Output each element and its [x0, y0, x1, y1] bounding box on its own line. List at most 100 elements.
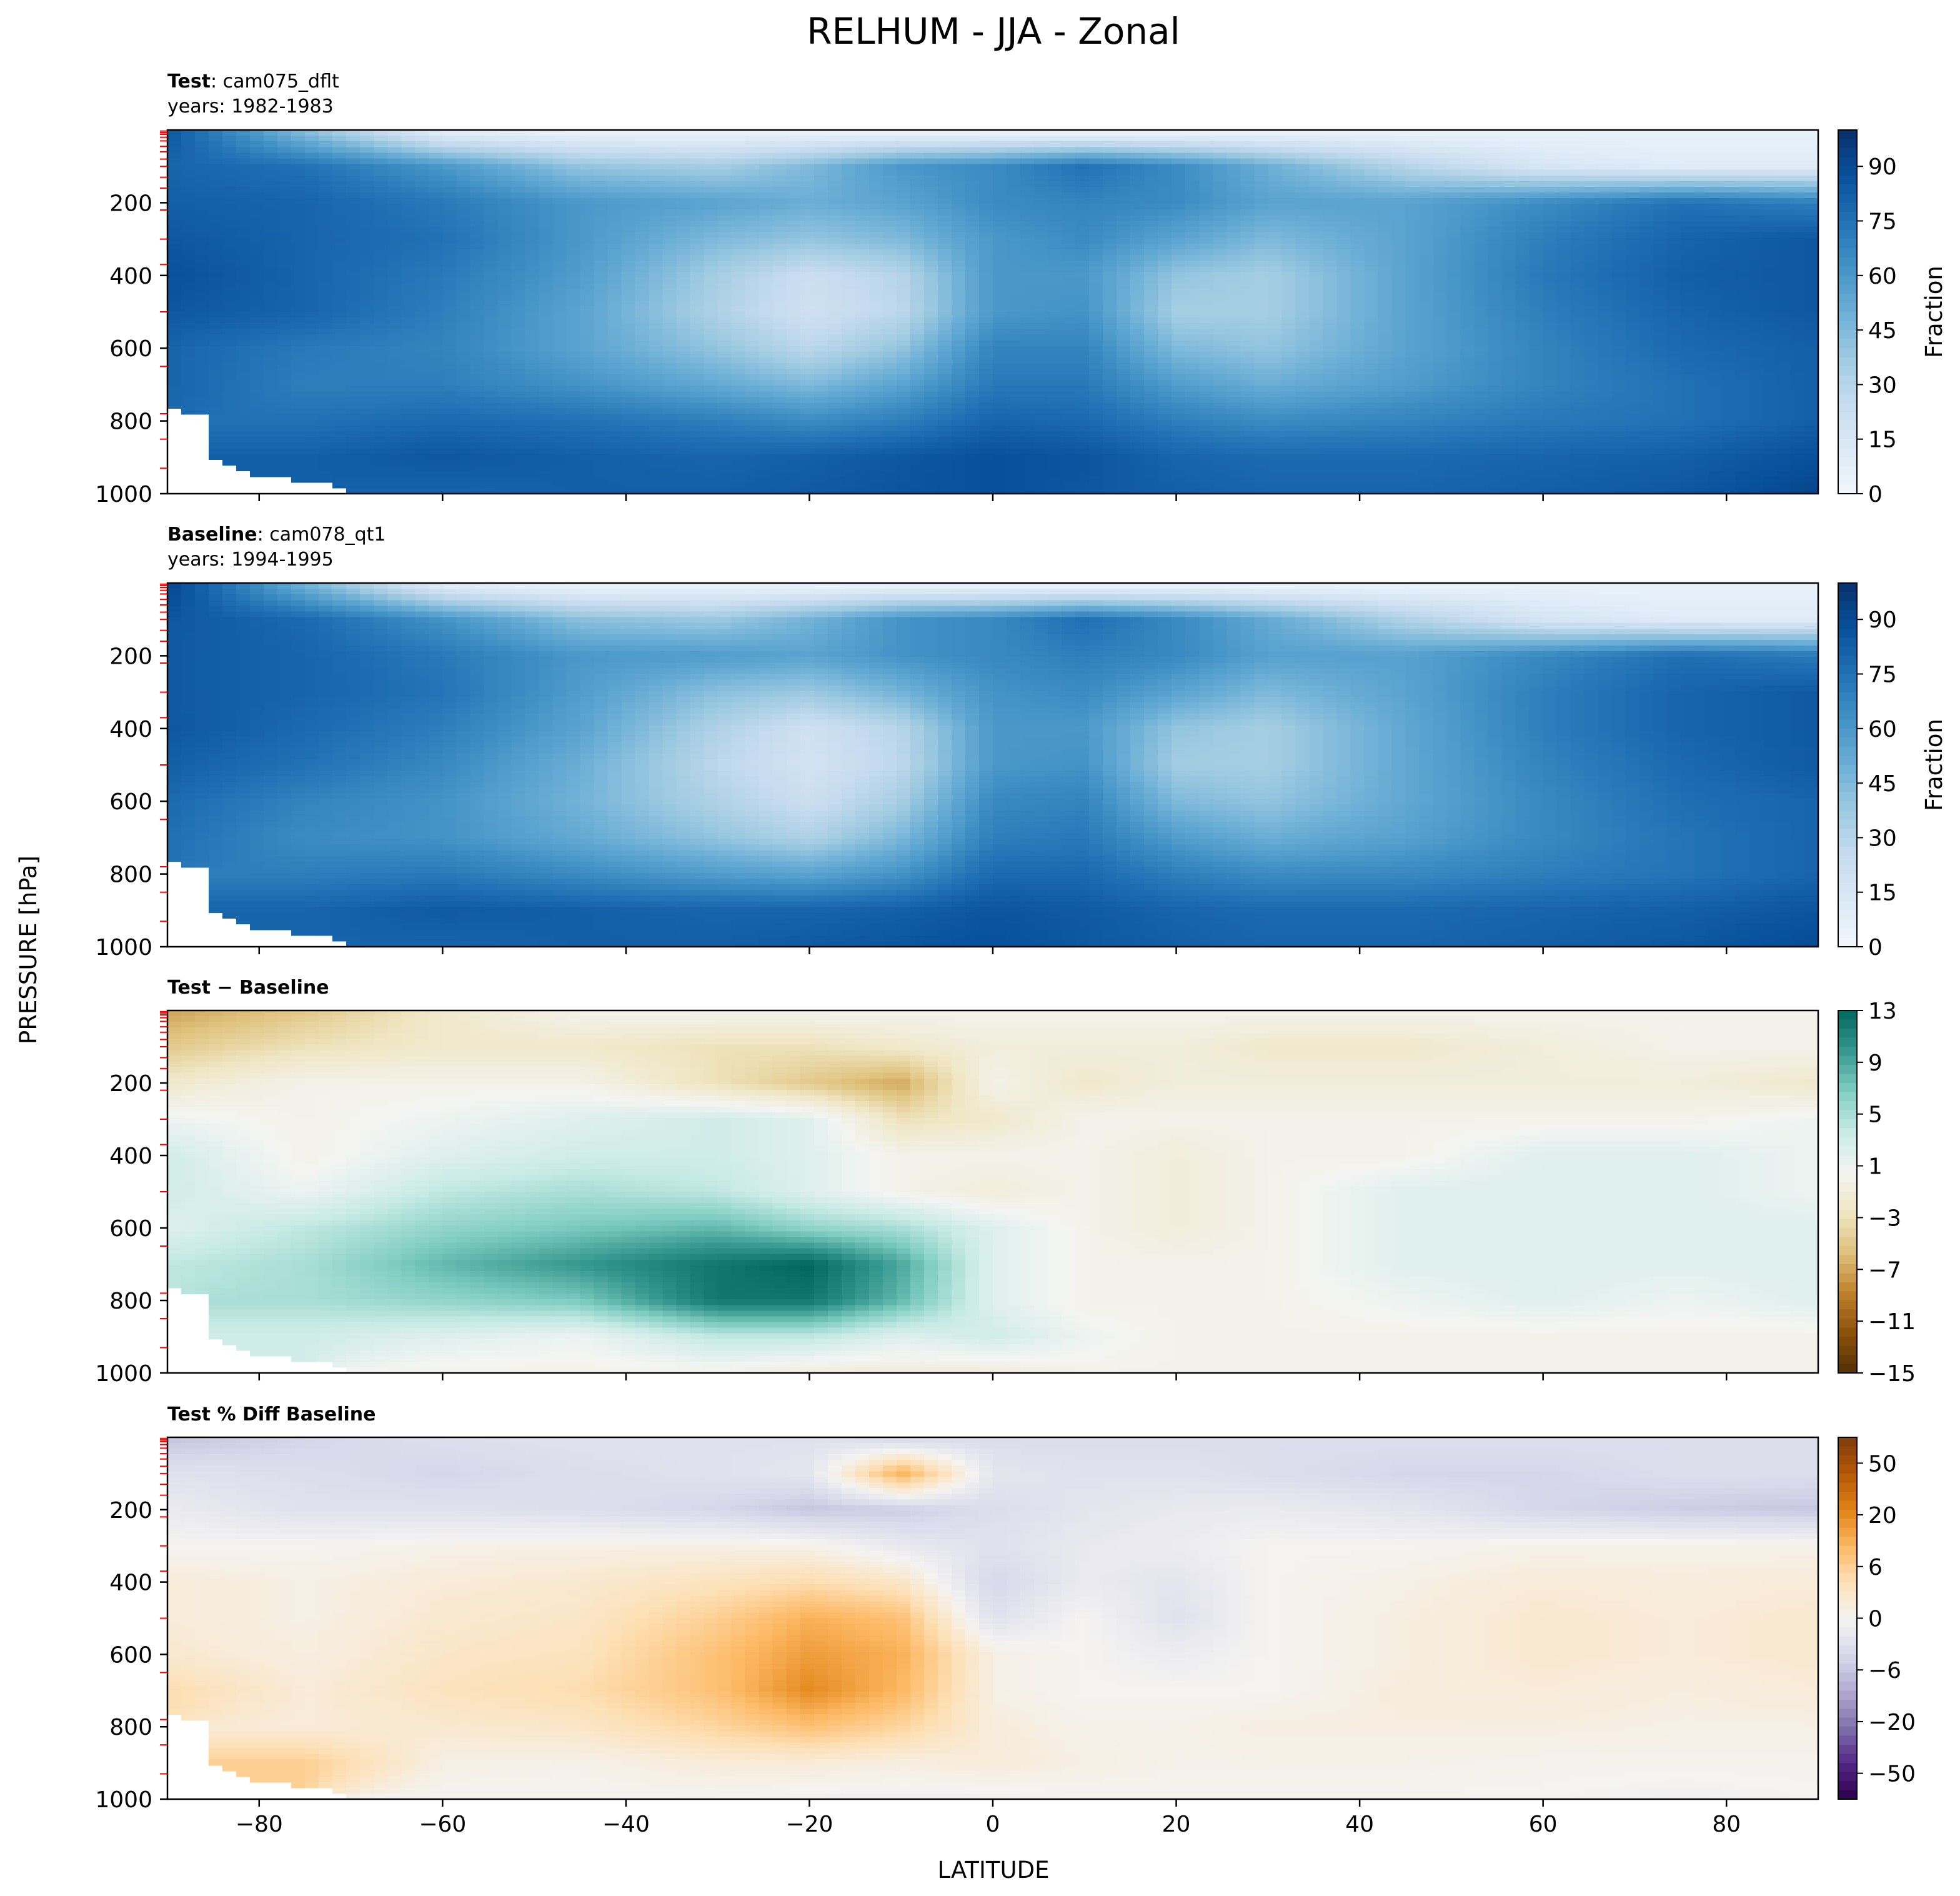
heatmap-cell [924, 312, 938, 318]
heatmap-cell [415, 363, 429, 369]
heatmap-cell [1626, 357, 1640, 364]
heatmap-cell [1295, 159, 1310, 165]
heatmap-cell [332, 312, 347, 318]
heatmap-cell [277, 341, 292, 347]
heatmap-cell [1653, 204, 1668, 210]
heatmap-cell [1516, 159, 1530, 165]
heatmap-cell [319, 306, 333, 312]
heatmap-cell [1364, 147, 1378, 153]
heatmap-cell [291, 295, 306, 301]
heatmap-cell [497, 363, 512, 369]
heatmap-cell [690, 187, 705, 193]
heatmap-cell [745, 301, 760, 307]
heatmap-cell [1584, 346, 1599, 352]
heatmap-cell [1392, 341, 1406, 347]
heatmap-cell [938, 323, 952, 329]
heatmap-cell [415, 130, 429, 136]
heatmap-cell [1103, 238, 1117, 244]
heatmap-cell [1172, 266, 1186, 272]
heatmap-cell [346, 192, 361, 199]
heatmap-cell [387, 317, 402, 324]
heatmap-cell [1475, 266, 1489, 272]
heatmap-cell [622, 147, 636, 153]
heatmap-cell [677, 136, 691, 142]
heatmap-cell [1281, 306, 1296, 312]
heatmap-cell [1034, 238, 1048, 244]
heatmap-cell [1323, 249, 1337, 256]
heatmap-cell [1708, 289, 1723, 296]
heatmap-cell [1281, 357, 1296, 364]
heatmap-cell [1281, 170, 1296, 176]
heatmap-cell [1557, 227, 1571, 233]
heatmap-cell [415, 272, 429, 278]
heatmap-cell [690, 170, 705, 176]
heatmap-cell [1461, 221, 1475, 227]
heatmap-cell [250, 136, 264, 142]
heatmap-cell [305, 232, 319, 239]
heatmap-cell [1048, 272, 1062, 278]
heatmap-cell [1144, 329, 1158, 335]
heatmap-cell [842, 136, 856, 142]
heatmap-cell [374, 176, 388, 182]
heatmap-cell [965, 209, 980, 216]
heatmap-cell [1309, 204, 1323, 210]
heatmap-cell [553, 147, 567, 153]
heatmap-cell [277, 301, 292, 307]
heatmap-cell [608, 147, 622, 153]
heatmap-cell [1254, 221, 1268, 227]
heatmap-cell [938, 255, 952, 261]
heatmap-cell [567, 141, 581, 147]
heatmap-cell [1062, 346, 1076, 352]
heatmap-cell [415, 306, 429, 312]
heatmap-cell [222, 341, 237, 347]
heatmap-cell [1075, 130, 1090, 136]
heatmap-cell [277, 272, 292, 278]
heatmap-cell [1172, 164, 1186, 171]
heatmap-cell [277, 227, 292, 233]
heatmap-cell [1667, 164, 1681, 171]
heatmap-cell [952, 147, 966, 153]
heatmap-cell [1502, 136, 1516, 142]
heatmap-cell [1158, 284, 1172, 290]
heatmap-cell [291, 187, 306, 193]
heatmap-cell [167, 238, 182, 244]
heatmap-cell [1364, 170, 1378, 176]
heatmap-cell [580, 204, 595, 210]
heatmap-cell [965, 255, 980, 261]
heatmap-cell [415, 238, 429, 244]
heatmap-cell [1034, 363, 1048, 369]
heatmap-cell [745, 192, 760, 199]
heatmap-cell [1502, 341, 1516, 347]
heatmap-cell [622, 272, 636, 278]
heatmap-cell [1708, 341, 1723, 347]
heatmap-cell [209, 272, 223, 278]
heatmap-cell [1226, 329, 1241, 335]
heatmap-cell [649, 164, 664, 171]
heatmap-cell [1736, 261, 1750, 267]
heatmap-cell [195, 198, 209, 204]
heatmap-cell [1461, 341, 1475, 347]
heatmap-cell [1158, 295, 1172, 301]
heatmap-cell [209, 363, 223, 369]
heatmap-cell [1103, 329, 1117, 335]
heatmap-cell [484, 301, 498, 307]
heatmap-cell [470, 215, 484, 221]
heatmap-cell [525, 312, 539, 318]
heatmap-cell [1240, 266, 1255, 272]
heatmap-cell [1281, 192, 1296, 199]
heatmap-cell [1295, 272, 1310, 278]
heatmap-cell [1475, 272, 1489, 278]
heatmap-cell [1172, 227, 1186, 233]
heatmap-cell [1089, 255, 1103, 261]
heatmap-cell [1007, 215, 1021, 221]
heatmap-cell [374, 295, 388, 301]
heatmap-cell [1694, 284, 1709, 290]
heatmap-cell [910, 204, 925, 210]
heatmap-cell [1420, 306, 1434, 312]
heatmap-cell [965, 170, 980, 176]
heatmap-cell [883, 204, 897, 210]
heatmap-cell [787, 147, 801, 153]
heatmap-cell [828, 346, 842, 352]
heatmap-cell [291, 198, 306, 204]
heatmap-cell [1420, 341, 1434, 347]
